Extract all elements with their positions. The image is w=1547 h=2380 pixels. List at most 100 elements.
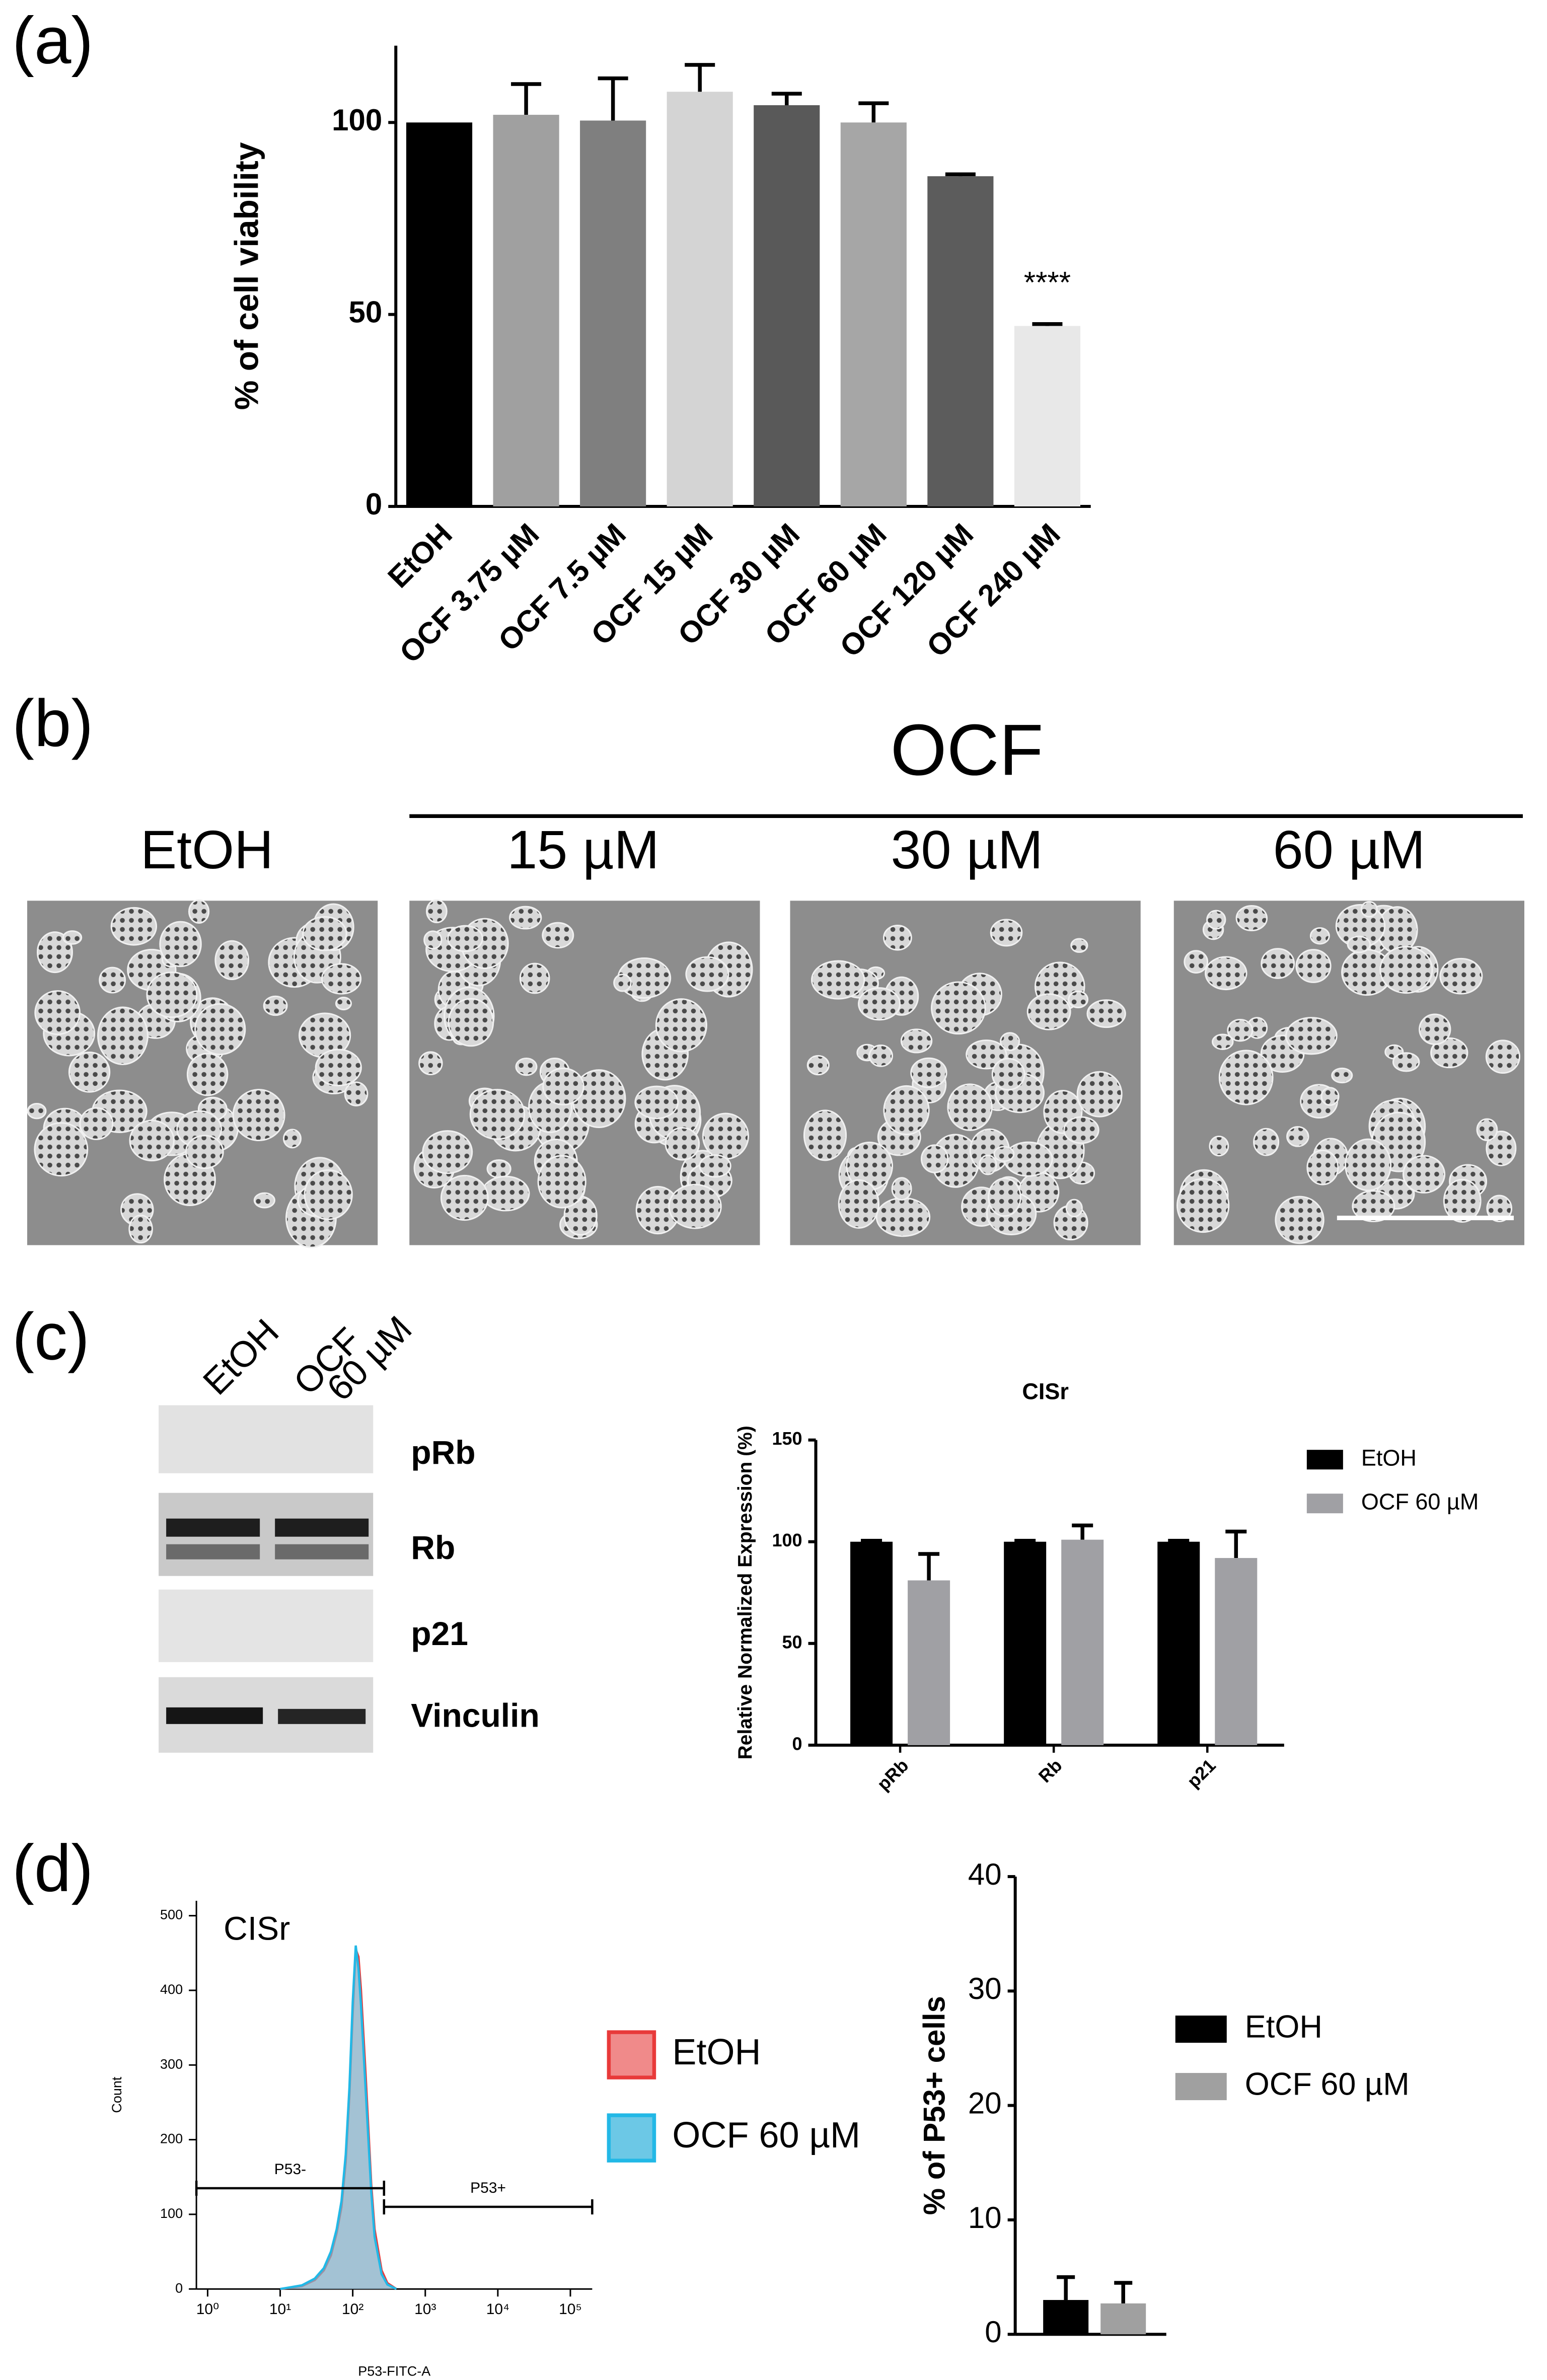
cell-cluster	[699, 1154, 731, 1178]
cell-cluster	[1347, 935, 1371, 953]
cell-cluster	[1485, 1039, 1521, 1074]
cell-cluster	[315, 1049, 362, 1087]
cell-cluster	[509, 906, 542, 930]
cell-cluster	[418, 1051, 443, 1075]
y-tick-label: 100	[332, 103, 382, 137]
cell-cluster	[321, 963, 362, 995]
cell-cluster	[129, 1120, 175, 1162]
image-label: EtOH	[140, 819, 273, 880]
cell-cluster	[186, 1053, 229, 1096]
cell-cluster	[253, 1192, 275, 1209]
cell-cluster	[1360, 901, 1378, 918]
cell-cluster	[188, 899, 210, 924]
cell-cluster	[214, 940, 250, 981]
chart-title: CISr	[224, 1909, 290, 1947]
cell-cluster	[519, 962, 550, 994]
band-label: Vinculin	[411, 1696, 540, 1734]
cell-cluster	[838, 1179, 880, 1229]
cell-cluster	[1402, 1155, 1446, 1194]
error-bar	[1014, 1538, 1036, 1543]
cell-cluster	[988, 1177, 1021, 1217]
cell-cluster	[185, 1135, 224, 1169]
cell-cluster	[1076, 1071, 1123, 1118]
cell-cluster	[37, 931, 73, 974]
annotation: ****	[1024, 266, 1071, 300]
cell-cluster	[979, 1154, 997, 1175]
y-tick-label: 300	[160, 2056, 183, 2071]
cell-cluster	[858, 987, 901, 1021]
band-label: pRb	[411, 1434, 475, 1471]
error-bar	[1225, 1529, 1247, 1558]
cell-cluster	[1184, 950, 1209, 974]
cell-cluster	[34, 990, 81, 1035]
x-tick-label: 10⁴	[486, 2301, 509, 2318]
x-tick-label: 10²	[342, 2301, 363, 2318]
y-tick-label: 100	[772, 1530, 802, 1550]
cell-cluster	[62, 930, 83, 945]
bar	[1043, 2300, 1089, 2335]
blot-band	[166, 1518, 260, 1537]
cell-cluster	[1430, 1037, 1468, 1069]
bar	[1004, 1541, 1047, 1745]
area-outline	[280, 1945, 397, 2290]
cell-cluster	[634, 1085, 679, 1120]
error-bar	[918, 1552, 940, 1581]
bar	[850, 1541, 893, 1745]
cell-cluster	[542, 1068, 584, 1105]
x-tick-label: p21	[1183, 1755, 1220, 1792]
bar	[754, 105, 820, 507]
panel-label: (b)	[12, 686, 93, 760]
lane-label: EtOH	[195, 1311, 286, 1402]
cell-cluster	[1212, 1033, 1234, 1050]
cell-cluster	[542, 922, 574, 949]
bar	[580, 120, 646, 507]
cell-cluster	[1309, 927, 1330, 945]
cell-cluster	[883, 1085, 930, 1136]
bar	[406, 122, 473, 507]
y-tick-label: 40	[968, 1857, 1002, 1891]
legend-swatch	[1175, 2073, 1227, 2101]
blot-band	[166, 1544, 260, 1559]
gate	[383, 2199, 594, 2215]
bar	[840, 122, 907, 507]
legend-swatch	[607, 2030, 656, 2079]
cell-cluster	[1063, 1116, 1099, 1144]
legend-label: OCF 60 µM	[1245, 2067, 1410, 2102]
cell-cluster	[1352, 1190, 1395, 1222]
cell-cluster	[448, 998, 494, 1047]
error-bar	[1168, 1538, 1190, 1543]
gate-label: P53-	[274, 2161, 306, 2178]
cell-cluster	[990, 919, 1023, 947]
cell-cluster	[1209, 1135, 1229, 1157]
y-tick-label: 10	[968, 2201, 1002, 2235]
blot-band	[278, 1708, 366, 1724]
cell-cluster	[1419, 1013, 1451, 1045]
cell-cluster	[194, 1003, 246, 1056]
bar	[667, 92, 733, 507]
cell-cluster	[931, 981, 986, 1035]
x-tick-label: 10⁰	[196, 2301, 219, 2318]
cell-cluster	[665, 1127, 700, 1161]
cell-cluster	[344, 1081, 369, 1106]
blot-band	[275, 1518, 369, 1537]
cell-cluster	[803, 1109, 847, 1161]
cell-cluster	[1295, 949, 1332, 983]
panel-label: (c)	[12, 1299, 90, 1373]
x-tick-label: pRb	[873, 1755, 912, 1794]
x-tick-label: EtOH	[382, 517, 459, 594]
cell-cluster	[811, 960, 865, 1000]
cell-cluster	[1486, 1195, 1513, 1222]
cell-cluster	[1331, 1067, 1353, 1084]
legend-label: EtOH	[672, 2032, 761, 2072]
cell-cluster	[1275, 1196, 1324, 1244]
error-bar	[1057, 2275, 1075, 2300]
cell-cluster	[423, 930, 443, 950]
blot-band	[275, 1544, 369, 1559]
y-tick-label: 0	[365, 487, 382, 521]
cell-cluster	[920, 1144, 949, 1173]
y-tick-label: 0	[985, 2315, 1001, 2349]
cell-cluster	[1392, 1052, 1420, 1072]
legend-label: EtOH	[1361, 1445, 1417, 1471]
